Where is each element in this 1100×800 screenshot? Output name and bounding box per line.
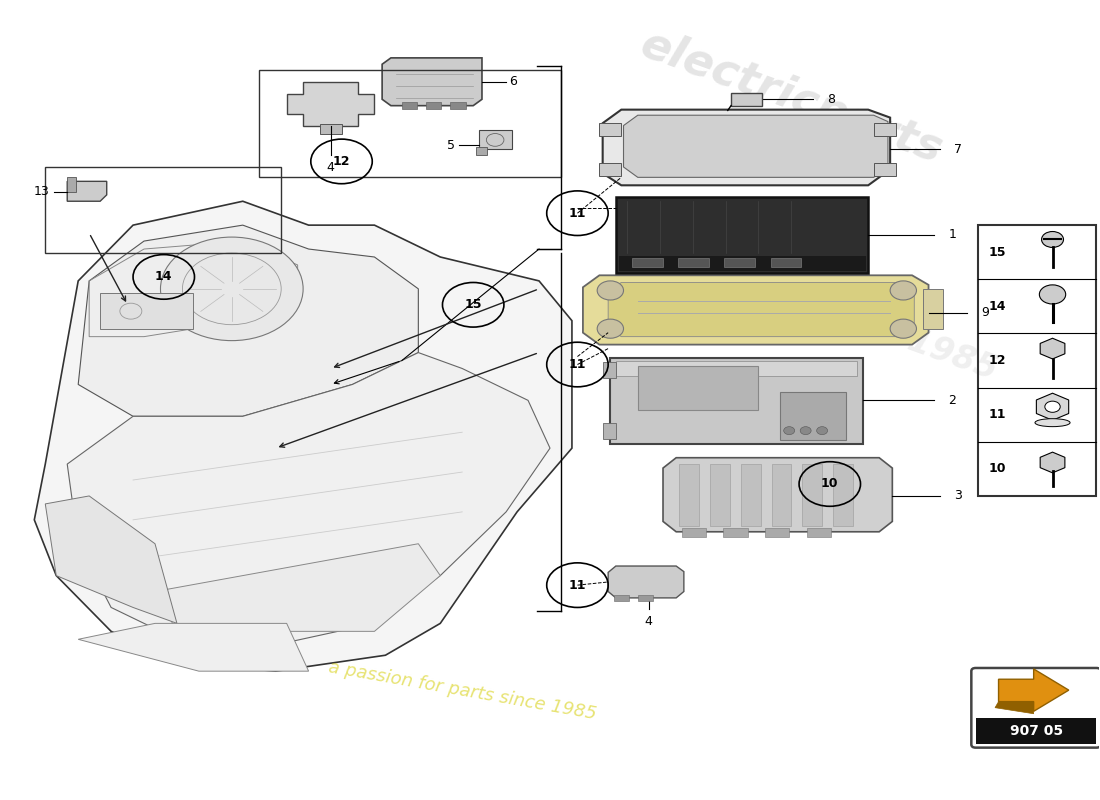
Text: 11: 11 bbox=[569, 206, 586, 220]
Text: 9: 9 bbox=[981, 306, 989, 319]
Bar bbox=[780, 392, 846, 440]
Bar bbox=[603, 422, 616, 438]
Bar bbox=[320, 124, 341, 134]
Bar bbox=[45, 167, 282, 253]
Text: 3: 3 bbox=[954, 490, 961, 502]
Text: 14: 14 bbox=[989, 300, 1006, 313]
Bar bbox=[771, 464, 791, 526]
Text: 4: 4 bbox=[327, 162, 334, 174]
Text: 6: 6 bbox=[509, 75, 517, 88]
Bar bbox=[476, 147, 487, 155]
Bar bbox=[766, 528, 789, 538]
Bar bbox=[402, 102, 417, 109]
Polygon shape bbox=[78, 623, 309, 671]
Bar bbox=[600, 123, 621, 136]
Circle shape bbox=[816, 426, 827, 434]
Ellipse shape bbox=[1035, 418, 1070, 426]
Polygon shape bbox=[67, 353, 550, 647]
Bar bbox=[682, 528, 706, 538]
Circle shape bbox=[783, 426, 794, 434]
Bar bbox=[978, 225, 1097, 496]
Bar bbox=[100, 293, 194, 329]
Polygon shape bbox=[382, 58, 482, 106]
Text: 15: 15 bbox=[989, 246, 1006, 258]
Text: 1: 1 bbox=[948, 228, 956, 241]
Text: 8: 8 bbox=[827, 93, 836, 106]
Bar bbox=[724, 528, 748, 538]
Bar bbox=[450, 102, 465, 109]
Text: 15: 15 bbox=[464, 298, 482, 311]
Text: 12: 12 bbox=[989, 354, 1006, 367]
Text: 13: 13 bbox=[34, 185, 50, 198]
Bar bbox=[603, 362, 616, 378]
Polygon shape bbox=[608, 282, 914, 337]
Bar bbox=[638, 366, 759, 410]
Bar bbox=[632, 258, 663, 267]
Polygon shape bbox=[45, 496, 177, 623]
Polygon shape bbox=[603, 110, 890, 186]
Bar bbox=[732, 93, 762, 106]
Bar bbox=[610, 358, 862, 444]
Bar bbox=[618, 255, 866, 271]
Bar bbox=[833, 464, 853, 526]
Text: 907 05: 907 05 bbox=[1010, 724, 1063, 738]
Bar bbox=[616, 361, 857, 377]
Bar bbox=[725, 258, 756, 267]
Bar bbox=[802, 464, 822, 526]
Bar bbox=[67, 178, 76, 192]
Text: 2: 2 bbox=[948, 394, 956, 407]
Circle shape bbox=[890, 281, 916, 300]
Bar bbox=[679, 258, 710, 267]
Circle shape bbox=[597, 319, 624, 338]
Circle shape bbox=[1045, 401, 1060, 412]
Circle shape bbox=[597, 281, 624, 300]
Circle shape bbox=[890, 319, 916, 338]
Polygon shape bbox=[999, 669, 1069, 711]
Text: 5: 5 bbox=[447, 139, 454, 152]
Bar bbox=[923, 289, 943, 329]
Bar bbox=[616, 198, 868, 273]
Bar bbox=[873, 163, 895, 176]
Bar bbox=[426, 102, 441, 109]
Bar bbox=[806, 528, 830, 538]
Bar bbox=[711, 464, 730, 526]
Bar bbox=[873, 123, 895, 136]
Bar bbox=[600, 163, 621, 176]
Circle shape bbox=[161, 237, 304, 341]
Polygon shape bbox=[996, 702, 1034, 714]
Polygon shape bbox=[78, 225, 418, 416]
Bar bbox=[770, 258, 801, 267]
Text: 12: 12 bbox=[333, 155, 350, 168]
Circle shape bbox=[800, 426, 811, 434]
Bar bbox=[976, 718, 1097, 745]
Text: 11: 11 bbox=[989, 408, 1006, 422]
Text: 7: 7 bbox=[954, 143, 961, 156]
Bar bbox=[478, 130, 512, 150]
Text: 10: 10 bbox=[821, 478, 838, 490]
Polygon shape bbox=[624, 115, 888, 178]
Bar bbox=[680, 464, 700, 526]
FancyBboxPatch shape bbox=[971, 668, 1100, 748]
Polygon shape bbox=[608, 566, 684, 598]
Polygon shape bbox=[67, 182, 107, 202]
Polygon shape bbox=[663, 458, 892, 532]
Circle shape bbox=[1042, 231, 1064, 247]
Circle shape bbox=[1040, 285, 1066, 304]
Bar bbox=[638, 594, 653, 601]
Polygon shape bbox=[34, 202, 572, 671]
Text: 11: 11 bbox=[569, 358, 586, 371]
Polygon shape bbox=[583, 275, 928, 345]
Polygon shape bbox=[287, 82, 374, 126]
Bar bbox=[260, 70, 561, 178]
Text: electricparts: electricparts bbox=[635, 23, 948, 172]
Text: 14: 14 bbox=[155, 270, 173, 283]
Bar bbox=[741, 464, 761, 526]
Polygon shape bbox=[155, 544, 440, 631]
Text: 10: 10 bbox=[989, 462, 1006, 475]
Text: 4: 4 bbox=[645, 615, 652, 629]
Text: a passion for parts since 1985: a passion for parts since 1985 bbox=[327, 658, 597, 723]
Bar bbox=[614, 594, 629, 601]
Text: 11: 11 bbox=[569, 578, 586, 592]
Text: since 1985: since 1985 bbox=[801, 286, 1002, 386]
